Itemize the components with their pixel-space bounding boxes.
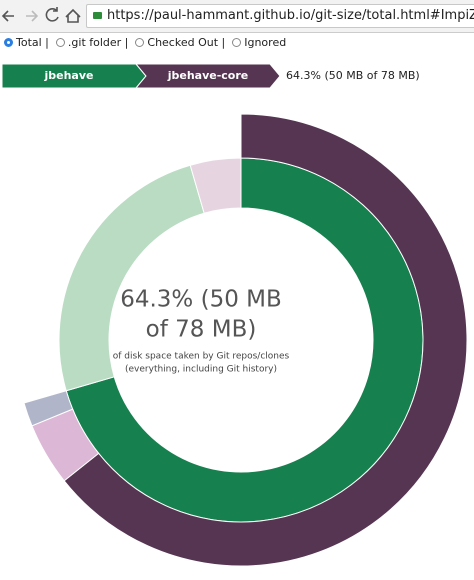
lock-icon [93, 12, 102, 19]
center-title: of 78 MB) [146, 317, 257, 343]
center-title: 64.3% (50 MB [120, 287, 282, 313]
radio-label: Checked Out | [147, 36, 226, 49]
browser-toolbar: https://paul-hammant.github.io/git-size/… [0, 0, 474, 33]
sunburst-segment [23, 390, 74, 427]
breadcrumb-item [134, 63, 281, 89]
sunburst-segment [63, 113, 468, 567]
center-subtitle: (everything, including Git history) [125, 365, 277, 375]
breadcrumb: jbehave jbehave-core 64.3% (50 MB of 78 MB… [1, 63, 420, 89]
radio-option[interactable]: Checked Out | [135, 36, 225, 49]
breadcrumb-summary: 64.3% (50 MB of 78 MB) [286, 69, 420, 82]
nav-icons [1, 7, 81, 23]
forward-button[interactable] [26, 10, 39, 22]
center-subtitle: of disk space taken by Git repos/clones [113, 352, 290, 362]
radio-option[interactable]: .git folder | [55, 36, 129, 49]
radio-button[interactable] [55, 38, 65, 47]
radio-option[interactable]: Ignored [232, 36, 286, 49]
back-button[interactable] [1, 10, 14, 22]
breadcrumb-label: jbehave-core [167, 69, 249, 82]
view-options: Total | .git folder | Checked Out | Ignored [4, 36, 289, 49]
sunburst-chart: 64.3% (50 MB of 78 MB) of disk space taken… [23, 113, 468, 567]
radio-label: Ignored [244, 36, 287, 49]
radio-label: Total | [16, 36, 49, 49]
reload-button[interactable] [45, 7, 59, 22]
home-button[interactable] [65, 8, 81, 23]
breadcrumb-label: jbehave [44, 69, 94, 82]
address-bar[interactable]: https://paul-hammant.github.io/git-size/… [86, 4, 474, 28]
radio-button[interactable] [135, 38, 145, 47]
radio-button[interactable] [232, 38, 242, 47]
url-text: https://paul-hammant.github.io/git-size/… [107, 8, 474, 23]
radio-label: .git folder | [67, 36, 129, 49]
radio-button[interactable] [4, 38, 13, 47]
sunburst-segment [189, 157, 242, 214]
radio-option[interactable]: Total | [4, 36, 49, 49]
